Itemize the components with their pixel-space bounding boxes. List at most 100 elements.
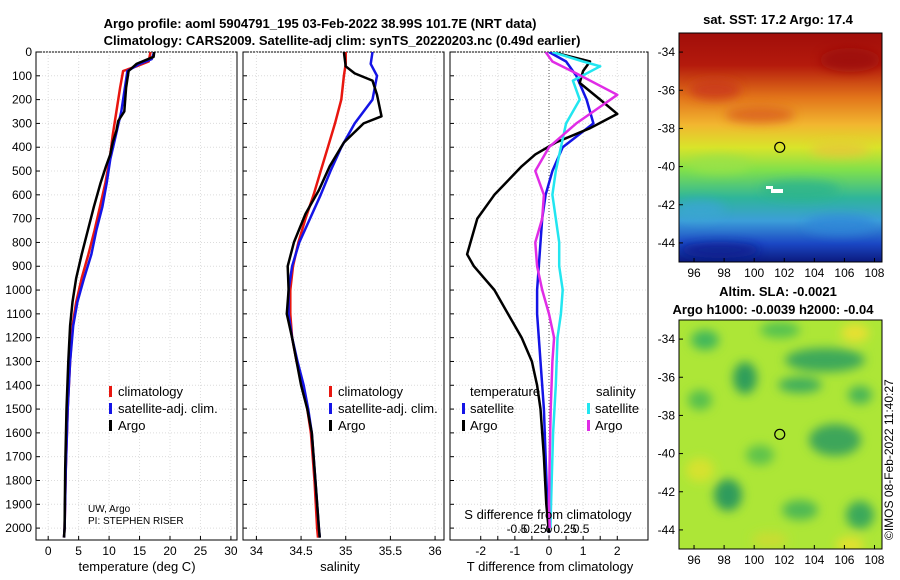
salinity-xlabel: salinity: [320, 559, 360, 574]
x-tick-label: 102: [774, 266, 794, 280]
climatology-title: Climatology: CARS2009. Satellite-adj cli…: [104, 33, 581, 48]
y-tick-label: 400: [12, 140, 32, 154]
x-tick-label: 102: [774, 553, 794, 567]
y-tick-label: 200: [12, 93, 32, 107]
y-tick-label: 1000: [5, 283, 32, 297]
y-tick-label: 900: [12, 259, 32, 273]
x-tick-label: 96: [687, 266, 701, 280]
imos-watermark: ©IMOS 08-Feb-2022 11:40:27: [882, 379, 896, 540]
legend-t-argo-label: Argo: [470, 418, 497, 433]
y-tick-label: 500: [12, 164, 32, 178]
temperature-plot: 0100200300400500600700800900100011001200…: [5, 45, 238, 558]
legend-s-argo-label: Argo: [595, 418, 622, 433]
y-tick-label: -40: [658, 160, 676, 174]
argo-location-marker: [774, 428, 786, 440]
difference-plot: -2 -1 0 1 2-0.5-0.25 0 0.250.5: [450, 51, 648, 558]
sla-map-axes: 96 98 100 102 104 106 108 -34 -36 -38 -40 -42 -44: [658, 332, 885, 567]
y-tick-label: 2000: [5, 521, 32, 535]
x-tick-label: 5: [75, 544, 82, 558]
legend-satellite-label: satellite-adj. clim.: [338, 401, 438, 416]
legend-swatch-s-argo: [587, 420, 590, 431]
x-tick-label: 1: [580, 544, 587, 558]
y-tick-label: 1100: [6, 307, 32, 321]
y-tick-label: -42: [658, 485, 676, 499]
y-tick-label: 1500: [5, 402, 32, 416]
sla-argo-title: Argo h1000: -0.0039 h2000: -0.04: [673, 302, 875, 317]
y-tick-label: 1300: [5, 354, 32, 368]
s-tick-label: 0.25: [553, 522, 577, 536]
y-tick-label: -38: [658, 121, 676, 135]
argo-location-marker: [774, 141, 786, 153]
y-tick-label: -34: [658, 45, 676, 59]
x-tick-label: 100: [744, 553, 764, 567]
sst-map-axes: 96 98 100 102 104 106 108 -34 -36 -38 -40 -42 -44: [658, 45, 885, 280]
x-tick-label: 2: [614, 544, 621, 558]
s-difference-xlabel: S difference from climatology: [464, 507, 632, 522]
legend-climatology-label: climatology: [118, 384, 184, 399]
series-line-s-argo: [534, 52, 619, 529]
x-tick-label: -2: [475, 544, 486, 558]
series-line-argo: [285, 52, 383, 538]
y-tick-label: 600: [12, 188, 32, 202]
series-line-s-satellite: [549, 52, 602, 529]
x-tick-label: 100: [744, 266, 764, 280]
s-tick-label: 0.5: [573, 522, 590, 536]
legend-t-satellite-label: satellite: [470, 401, 514, 416]
x-tick-label: 106: [834, 266, 854, 280]
sst-map: [679, 33, 882, 262]
legend-salinity-heading: salinity: [596, 384, 636, 399]
sst-map-frame: [678, 32, 883, 263]
y-tick-label: 800: [12, 235, 32, 249]
x-tick-label: 96: [687, 553, 701, 567]
x-tick-label: 36: [428, 544, 442, 558]
x-tick-label: 35.5: [379, 544, 403, 558]
x-tick-label: 30: [224, 544, 238, 558]
temperature-axes: [35, 51, 238, 541]
y-tick-label: -36: [658, 370, 676, 384]
y-tick-label: -42: [658, 198, 676, 212]
legend-swatch-satellite: [329, 403, 332, 414]
x-tick-label: 25: [194, 544, 208, 558]
legend-swatch-argo: [329, 420, 332, 431]
legend-swatch-climatology: [329, 386, 332, 397]
legend-temperature-heading: temperature: [470, 384, 540, 399]
x-tick-label: 0: [45, 544, 52, 558]
x-tick-label: 106: [834, 553, 854, 567]
x-tick-label: 104: [804, 266, 824, 280]
y-tick-label: 1400: [5, 378, 32, 392]
credit-line2: PI: STEPHEN RISER: [88, 516, 184, 527]
temperature-xlabel: temperature (deg C): [78, 559, 195, 574]
legend-swatch-satellite: [109, 403, 112, 414]
legend-argo-label: Argo: [118, 418, 145, 433]
series-line-t-argo: [465, 52, 619, 534]
series-line-argo: [62, 52, 156, 538]
legend-swatch-climatology: [109, 386, 112, 397]
legend-swatch-argo: [109, 420, 112, 431]
x-tick-label: 10: [102, 544, 116, 558]
x-tick-label: 15: [133, 544, 147, 558]
y-tick-label: 0: [25, 45, 32, 59]
credit-line1: UW, Argo: [88, 504, 131, 515]
x-tick-label: -1: [510, 544, 521, 558]
y-tick-label: 300: [12, 116, 32, 130]
salinity-legend: climatology satellite-adj. clim. Argo: [329, 384, 438, 433]
y-tick-label: 1900: [5, 497, 32, 511]
y-tick-label: -34: [658, 332, 676, 346]
x-tick-label: 108: [864, 553, 884, 567]
difference-legend: temperature satellite Argo salinity sate…: [462, 384, 639, 433]
sst-title: sat. SST: 17.2 Argo: 17.4: [703, 12, 854, 27]
s-tick-label: -0.25: [519, 522, 547, 536]
y-tick-label: -36: [658, 83, 676, 97]
t-difference-xlabel: T difference from climatology: [467, 559, 634, 574]
x-tick-label: 34: [250, 544, 264, 558]
sla-map: [679, 320, 882, 549]
salinity-plot: 34 34.5 35 35.5 36: [243, 51, 444, 558]
y-tick-label: 100: [12, 69, 32, 83]
s-tick-label: -0.5: [507, 522, 528, 536]
temperature-legend: climatology satellite-adj. clim. Argo: [109, 384, 218, 433]
x-tick-label: 98: [717, 553, 731, 567]
legend-swatch-t-argo: [462, 420, 465, 431]
y-tick-label: -40: [658, 447, 676, 461]
x-tick-label: 108: [864, 266, 884, 280]
